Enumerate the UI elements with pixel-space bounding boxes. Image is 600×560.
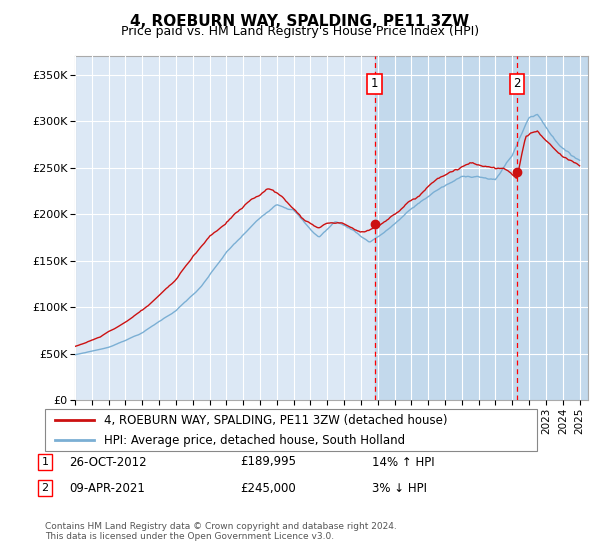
FancyBboxPatch shape (45, 409, 537, 451)
Bar (375, 56, 588, 400)
Text: 2: 2 (513, 77, 521, 90)
Text: Price paid vs. HM Land Registry's House Price Index (HPI): Price paid vs. HM Land Registry's House … (121, 25, 479, 38)
Text: 4, ROEBURN WAY, SPALDING, PE11 3ZW: 4, ROEBURN WAY, SPALDING, PE11 3ZW (130, 14, 470, 29)
Text: 4, ROEBURN WAY, SPALDING, PE11 3ZW (detached house): 4, ROEBURN WAY, SPALDING, PE11 3ZW (deta… (104, 414, 448, 427)
Text: 09-APR-2021: 09-APR-2021 (69, 482, 145, 495)
Text: 14% ↑ HPI: 14% ↑ HPI (372, 455, 434, 469)
Text: 3% ↓ HPI: 3% ↓ HPI (372, 482, 427, 495)
Text: 2: 2 (41, 483, 49, 493)
Text: £189,995: £189,995 (240, 455, 296, 469)
Text: Contains HM Land Registry data © Crown copyright and database right 2024.
This d: Contains HM Land Registry data © Crown c… (45, 522, 397, 542)
Text: 26-OCT-2012: 26-OCT-2012 (69, 455, 146, 469)
Text: HPI: Average price, detached house, South Holland: HPI: Average price, detached house, Sout… (104, 434, 405, 447)
Text: 1: 1 (371, 77, 379, 90)
Text: 1: 1 (41, 457, 49, 467)
Text: £245,000: £245,000 (240, 482, 296, 495)
